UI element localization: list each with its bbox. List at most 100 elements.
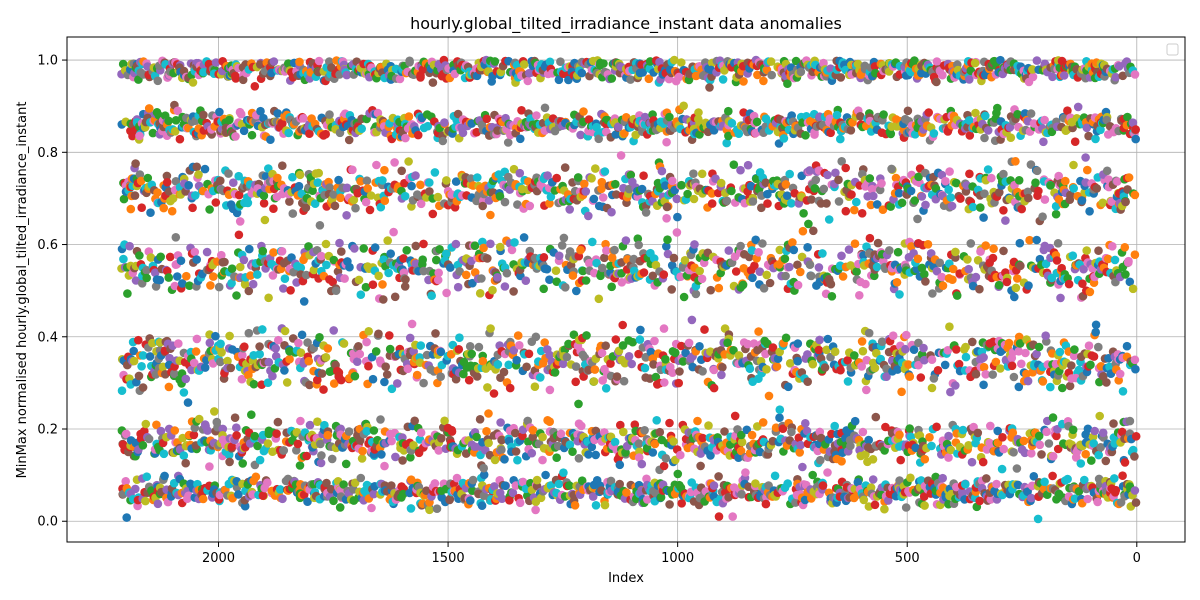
data-point — [234, 230, 244, 240]
data-point — [335, 238, 344, 248]
data-point — [570, 501, 580, 510]
data-point — [425, 187, 434, 196]
data-point — [565, 440, 575, 450]
data-point — [138, 441, 148, 450]
data-point — [236, 109, 246, 119]
data-point — [513, 455, 522, 465]
data-point — [916, 373, 926, 382]
data-point — [521, 276, 531, 286]
data-point — [837, 457, 846, 466]
data-point — [217, 250, 226, 260]
data-point — [162, 171, 172, 181]
data-point — [973, 428, 983, 438]
data-point — [541, 470, 550, 480]
data-point — [162, 178, 172, 187]
data-point — [836, 134, 845, 144]
data-point — [565, 205, 574, 214]
data-point — [819, 184, 829, 194]
data-point — [681, 348, 690, 358]
data-point — [340, 274, 349, 283]
data-point — [928, 289, 937, 298]
data-point — [277, 247, 287, 256]
data-point — [743, 339, 752, 349]
data-point — [192, 255, 201, 264]
data-point — [965, 169, 974, 179]
data-point — [573, 173, 583, 182]
data-point — [152, 420, 161, 430]
data-point — [850, 239, 860, 248]
data-point — [227, 442, 237, 451]
data-point — [661, 181, 670, 190]
data-point — [592, 122, 601, 132]
data-point — [941, 176, 950, 186]
data-point — [355, 436, 365, 445]
data-point — [892, 278, 902, 287]
data-point — [170, 127, 180, 136]
data-point — [130, 191, 140, 200]
data-point — [354, 275, 364, 285]
data-point — [677, 180, 686, 190]
data-point — [288, 209, 298, 218]
data-point — [591, 501, 601, 510]
data-point — [968, 337, 977, 347]
data-point — [872, 348, 881, 358]
data-point — [411, 259, 421, 269]
data-point — [571, 362, 581, 371]
data-point — [406, 504, 416, 513]
data-point — [295, 170, 305, 180]
data-point — [320, 420, 329, 430]
data-point — [210, 407, 219, 416]
data-point — [442, 176, 451, 185]
data-point — [178, 279, 187, 288]
data-point — [668, 176, 677, 186]
data-point — [761, 178, 771, 187]
data-point — [356, 473, 366, 483]
data-point — [784, 382, 793, 392]
data-point — [316, 458, 326, 468]
data-point — [589, 377, 599, 386]
data-point — [843, 377, 853, 386]
data-point — [644, 74, 654, 84]
data-point — [830, 421, 839, 431]
data-point — [500, 455, 509, 464]
data-point — [672, 228, 682, 237]
data-point — [368, 280, 378, 290]
data-point — [493, 273, 502, 282]
data-point — [451, 239, 461, 249]
data-point — [723, 338, 732, 348]
data-point — [527, 448, 537, 458]
data-point — [478, 356, 488, 366]
data-point — [736, 446, 746, 456]
data-point — [156, 252, 165, 262]
data-point — [611, 179, 620, 189]
data-point — [683, 189, 692, 199]
data-point — [280, 326, 290, 336]
data-point — [160, 471, 169, 481]
data-point — [737, 490, 746, 499]
data-point — [484, 409, 493, 418]
data-point — [285, 197, 294, 206]
data-point — [670, 55, 679, 65]
data-point — [546, 192, 556, 202]
data-point — [389, 227, 398, 237]
data-point — [329, 496, 338, 506]
data-point — [350, 244, 359, 253]
data-point — [490, 455, 500, 465]
data-point — [424, 275, 433, 285]
data-point — [171, 116, 181, 125]
data-point — [141, 496, 150, 506]
data-point — [349, 195, 359, 205]
data-point — [751, 235, 760, 245]
data-point — [952, 345, 961, 354]
data-point — [304, 242, 313, 251]
data-point — [368, 374, 378, 384]
data-point — [576, 130, 585, 140]
data-point — [507, 245, 517, 255]
data-point — [910, 130, 920, 139]
data-point — [211, 331, 220, 341]
data-point — [247, 410, 256, 420]
data-point — [557, 241, 567, 250]
data-point — [345, 262, 354, 272]
data-point — [718, 363, 727, 372]
data-point — [153, 188, 162, 197]
